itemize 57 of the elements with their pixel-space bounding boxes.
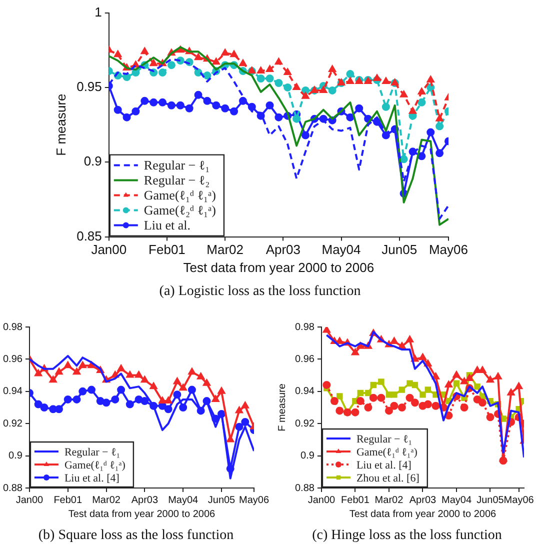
y-tick-label: 0.98: [2, 322, 23, 333]
y-tick-label: 0.92: [294, 418, 315, 430]
text: (c) Hinge loss as the loss function: [311, 528, 503, 544]
legend-label: Game(ℓ₁ᵈ ℓ₁ᵃ): [356, 446, 418, 458]
x-tick-label: Jun05: [382, 242, 418, 258]
x-tick-label: Feb01: [54, 494, 82, 506]
legend-label: Regular − ℓ₂: [144, 172, 210, 188]
x-tick-label: Feb01: [341, 494, 370, 506]
y-tick-label: 1: [94, 4, 102, 20]
y-tick-label: 0.95: [76, 79, 102, 94]
y-axis-title: F measure: [53, 94, 68, 156]
text: (a) Logistic loss as the loss function: [158, 284, 362, 300]
legend-label: Game(ℓ₁ᵈ ℓ₁ᵃ): [64, 459, 126, 472]
x-axis-title: Test data from year 2000 to 2006: [349, 508, 497, 520]
x-tick-label: Mar02: [374, 494, 404, 506]
x-tick-label: Mar02: [92, 494, 121, 506]
y-tick-label: 0.92: [2, 418, 23, 430]
legend-label: Liu et al.: [144, 218, 190, 233]
x-tick-label: Jun05: [208, 494, 236, 506]
x-axis-title: Test data from year 2000 to 2006: [68, 508, 216, 520]
legend-label: Regular − ℓ₁: [356, 433, 412, 446]
x-tick-label: Feb01: [148, 242, 186, 258]
y-tick-label: 0.9: [84, 154, 102, 169]
y-tick-label: 0.96: [294, 354, 315, 365]
legend-label: Liu et al. [4]: [64, 472, 120, 484]
y-tick-label: 0.9: [300, 450, 315, 462]
x-tick-label: Jan00: [91, 242, 127, 258]
x-tick-label: Jan00: [16, 494, 44, 506]
x-tick-label: May06: [428, 242, 468, 258]
y-tick-label: 0.96: [2, 354, 23, 365]
x-tick-label: Jun05: [476, 494, 504, 506]
text: (b) Square loss as the loss function: [37, 528, 235, 544]
x-tick-label: May06: [238, 494, 270, 506]
x-tick-label: May04: [168, 494, 199, 506]
y-tick-label: 0.9: [8, 450, 23, 462]
y-tick-label: 0.94: [2, 386, 23, 398]
y-tick-label: 0.98: [294, 322, 315, 333]
y-tick-label: 0.88: [2, 482, 23, 494]
legend-label: Game(ℓ₂ᵈ ℓ₁ᵃ): [144, 202, 216, 218]
x-tick-label: May06: [504, 494, 534, 506]
x-tick-label: May04: [441, 494, 472, 506]
legend-label: Game(ℓ₁ᵈ ℓ₁ᵃ): [144, 188, 216, 203]
y-tick-label: 0.94: [294, 386, 315, 398]
x-tick-label: Apr03: [266, 242, 301, 258]
x-tick-label: May04: [322, 242, 361, 258]
y-tick-label: 0.85: [76, 228, 102, 244]
x-tick-label: Mar02: [206, 242, 244, 258]
y-tick-label: 0.88: [294, 482, 315, 494]
legend-label: Zhou et al. [6]: [356, 472, 420, 484]
legend-label: Regular − ℓ₁: [64, 446, 120, 458]
x-tick-label: Jan00: [308, 494, 336, 506]
legend-label: Liu et al. [4]: [356, 459, 412, 472]
y-axis-title: F measure: [276, 383, 288, 432]
legend-label: Regular − ℓ₁: [144, 158, 210, 173]
x-axis-title: Test data from year 2000 to 2006: [183, 260, 374, 275]
x-tick-label: Apr03: [131, 494, 158, 506]
x-tick-label: Apr03: [409, 494, 437, 506]
